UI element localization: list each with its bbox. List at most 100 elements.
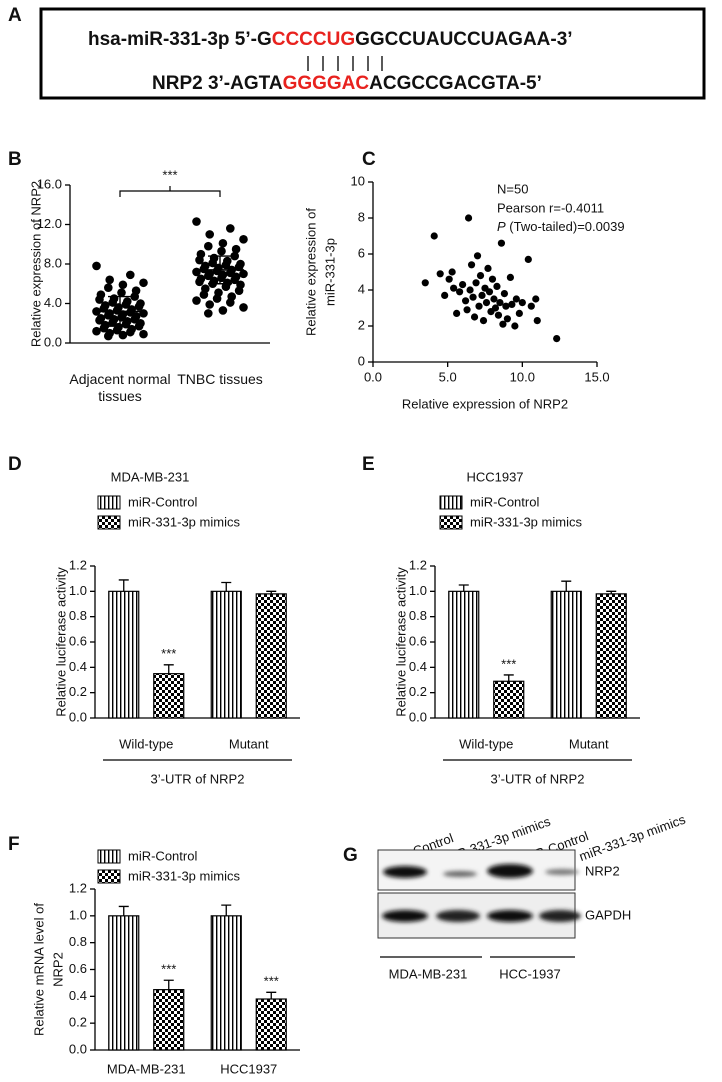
data-point — [479, 317, 488, 325]
data-point — [230, 275, 239, 285]
y-tick-label: 0.4 — [409, 659, 427, 674]
data-point — [482, 299, 491, 307]
error-bar — [221, 581, 232, 592]
data-point — [226, 298, 235, 307]
legend-label: miR-Control — [128, 494, 197, 509]
chart-title: HCC1937 — [466, 469, 523, 484]
data-point — [484, 264, 492, 272]
legend-label: miR-331-3p mimics — [128, 868, 240, 883]
annotation: N=50 — [497, 181, 528, 196]
y-axis-label: miR-331-3p — [322, 238, 337, 306]
error-bar — [503, 674, 514, 682]
error-bar — [118, 905, 129, 916]
x-tick-label: Wild-type — [459, 736, 513, 751]
data-point — [221, 282, 231, 292]
y-tick-label: 0.8 — [409, 608, 427, 623]
y-tick-label: 0.8 — [69, 608, 87, 623]
bar — [255, 593, 287, 719]
data-point — [527, 302, 535, 310]
data-point — [499, 320, 507, 328]
panel-label: E — [362, 454, 375, 475]
legend-label: miR-Control — [128, 848, 197, 863]
y-tick-label: 6 — [358, 245, 365, 260]
data-point — [121, 300, 131, 309]
data-point — [126, 270, 135, 280]
bar — [108, 590, 140, 719]
significance-label: *** — [161, 962, 176, 977]
data-point — [508, 300, 516, 308]
x-tick-label-box: Adjacent normal tissues — [69, 371, 170, 404]
data-point — [467, 261, 476, 269]
data-point — [208, 258, 217, 268]
error-bar — [118, 579, 129, 592]
sequence-part: GGCCUAUCCUAGAA-3’ — [355, 29, 572, 50]
y-tick-label: 10 — [351, 173, 365, 188]
data-point — [99, 323, 109, 333]
y-axis-label: NRP2 — [50, 952, 65, 987]
data-point — [503, 315, 511, 323]
data-point — [199, 264, 209, 274]
sequence-part: hsa-miR-331-3p 5’-G — [88, 29, 272, 50]
data-point — [195, 255, 204, 265]
base-pairing — [307, 56, 383, 71]
data-point — [472, 279, 480, 287]
sequence-part: ACGCCGACGTA-5’ — [369, 73, 542, 94]
annotation: P (Two-tailed)=0.0039 — [497, 219, 625, 234]
data-point — [502, 302, 510, 310]
data-point — [134, 321, 144, 331]
sequence-box — [39, 7, 706, 100]
bar — [493, 680, 525, 719]
error-bar — [266, 590, 277, 594]
x-tick-label: 15.0 — [584, 369, 609, 384]
x-tick-label: TNBC tissues — [177, 371, 263, 387]
data-point — [453, 309, 461, 317]
data-point — [95, 315, 104, 325]
data-point — [126, 327, 135, 337]
y-tick-label: 1.0 — [69, 583, 87, 598]
y-tick-label: 2 — [358, 317, 365, 332]
data-point — [512, 295, 520, 303]
x-tick-label: Mutant — [229, 736, 269, 751]
data-point — [234, 286, 244, 295]
legend-swatch — [97, 849, 121, 864]
data-point — [475, 302, 483, 310]
y-tick-label: 0.0 — [69, 1041, 87, 1056]
significance-label: *** — [501, 656, 516, 671]
data-point — [459, 281, 467, 289]
x-tick-label: 0.0 — [364, 369, 382, 384]
data-point — [99, 304, 109, 313]
data-point — [118, 280, 128, 290]
y-tick-label: 0.2 — [69, 684, 87, 699]
legend-swatch — [97, 515, 121, 530]
significance-label: *** — [264, 974, 279, 989]
y-tick-label: 1.0 — [69, 907, 87, 922]
panel-label: D — [8, 454, 22, 475]
data-point — [234, 262, 244, 272]
y-tick-label: 0.6 — [69, 633, 87, 648]
y-tick-label: 0.2 — [69, 1015, 87, 1030]
data-point — [448, 268, 456, 276]
data-point — [205, 300, 214, 309]
data-point — [204, 309, 213, 318]
y-tick-label: 0 — [358, 353, 365, 368]
y-tick-label: 0.4 — [69, 659, 87, 674]
data-point — [95, 295, 104, 304]
error-bar — [561, 580, 572, 592]
data-point — [421, 279, 429, 287]
data-point — [518, 299, 526, 307]
legend-swatch — [439, 515, 463, 530]
bar — [595, 593, 627, 719]
data-point — [430, 232, 438, 240]
data-point — [488, 275, 497, 283]
data-point — [192, 296, 201, 305]
data-point — [217, 246, 226, 256]
error-bar — [108, 295, 132, 327]
y-tick-label: 0.0 — [69, 709, 87, 724]
data-point — [532, 295, 540, 303]
bar — [448, 590, 480, 719]
data-point — [112, 325, 122, 335]
bar — [210, 590, 242, 719]
data-point — [469, 293, 477, 301]
data-point — [478, 291, 486, 299]
x-tick-label: Mutant — [569, 736, 609, 751]
